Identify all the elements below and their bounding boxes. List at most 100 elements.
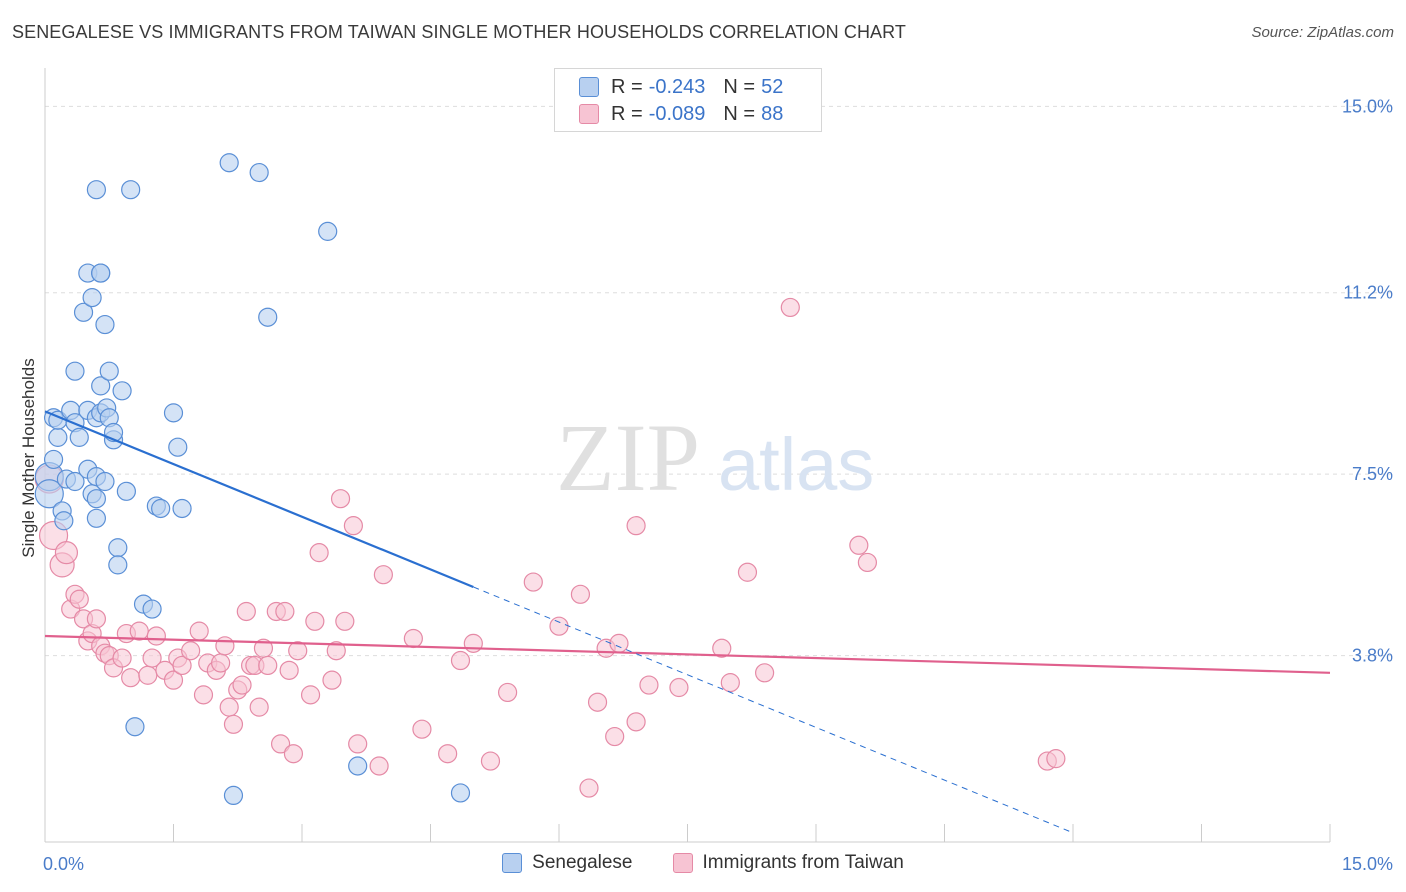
data-point-senegalese	[258, 307, 278, 327]
legend-r-label: R =	[611, 102, 643, 125]
data-point-taiwan	[279, 660, 299, 680]
series-senegalese-points	[34, 153, 471, 806]
legend-n-label: N =	[723, 102, 756, 125]
y-tick-label: 11.2%	[1343, 283, 1393, 303]
data-point-senegalese	[91, 263, 111, 283]
data-point-taiwan	[857, 552, 878, 573]
trend-line-senegalese-extrapolated	[473, 586, 1074, 834]
y-axis-title: Single Mother Households	[19, 358, 38, 557]
data-point-taiwan	[236, 601, 256, 622]
legend-swatch-taiwan	[579, 104, 599, 124]
data-point-senegalese	[223, 785, 244, 806]
data-point-taiwan	[69, 589, 89, 609]
data-point-senegalese	[69, 427, 89, 447]
data-point-senegalese	[121, 180, 141, 200]
axes	[44, 68, 1331, 843]
data-point-senegalese	[99, 361, 119, 381]
data-point-senegalese	[163, 403, 184, 423]
data-point-taiwan	[626, 712, 646, 732]
data-point-taiwan	[163, 670, 184, 690]
legend-label-taiwan: Immigrants from Taiwan	[702, 852, 904, 873]
data-point-taiwan	[412, 719, 432, 739]
trend-line-taiwan	[44, 634, 1331, 674]
data-point-taiwan	[215, 636, 235, 656]
chart-title: SENEGALESE VS IMMIGRANTS FROM TAIWAN SIN…	[12, 22, 907, 42]
data-point-senegalese	[65, 361, 85, 381]
legend-item-taiwan[interactable]: Immigrants from Taiwan	[672, 852, 904, 874]
data-point-taiwan	[270, 734, 291, 754]
data-point-senegalese	[34, 479, 64, 509]
data-point-taiwan	[181, 641, 201, 661]
data-point-taiwan	[343, 516, 363, 536]
data-point-taiwan	[189, 621, 209, 641]
data-point-taiwan	[223, 714, 244, 734]
legend-r-value: -0.243	[648, 75, 706, 98]
data-point-senegalese	[116, 481, 136, 501]
data-point-taiwan	[587, 692, 608, 712]
data-point-taiwan	[288, 641, 308, 661]
data-point-taiwan	[549, 616, 569, 636]
data-point-taiwan	[129, 621, 149, 641]
data-point-senegalese	[108, 538, 128, 558]
trend-lines	[44, 410, 1331, 834]
y-tick-labels: 3.8% 7.5% 11.2% 15.0%	[1342, 96, 1393, 665]
data-point-senegalese	[125, 717, 145, 737]
data-point-taiwan	[780, 297, 800, 318]
data-point-senegalese	[108, 555, 128, 575]
data-point-senegalese	[112, 381, 132, 401]
legend-row-taiwan: R = -0.089 N = 88	[579, 102, 783, 126]
data-point-taiwan	[348, 734, 368, 754]
x-tick-label-max: 15.0%	[1342, 854, 1393, 874]
data-point-taiwan	[570, 584, 591, 604]
data-point-taiwan	[669, 677, 689, 698]
legend-n-value: 88	[761, 102, 784, 125]
data-point-taiwan	[403, 628, 423, 649]
legend-n-value: 52	[761, 75, 784, 98]
data-point-senegalese	[86, 489, 107, 509]
data-point-senegalese	[73, 302, 94, 322]
data-point-senegalese	[318, 221, 338, 241]
data-point-taiwan	[373, 565, 393, 585]
data-point-taiwan	[275, 601, 295, 622]
data-point-taiwan	[258, 655, 278, 676]
data-point-senegalese	[48, 427, 68, 447]
legend-item-senegalese[interactable]: Senegalese	[502, 852, 633, 874]
watermark: ZIP atlas	[556, 404, 874, 511]
data-point-senegalese	[95, 314, 115, 335]
data-point-taiwan	[172, 655, 192, 676]
data-point-taiwan	[138, 665, 158, 685]
data-point-senegalese	[54, 511, 74, 531]
data-point-taiwan	[330, 489, 351, 509]
data-point-taiwan	[639, 675, 659, 695]
data-point-taiwan	[305, 611, 325, 631]
grid-lines	[45, 105, 1392, 657]
data-point-taiwan	[232, 675, 252, 695]
data-point-taiwan	[1046, 749, 1066, 769]
data-point-taiwan	[54, 541, 79, 565]
data-point-taiwan	[605, 726, 625, 747]
data-point-senegalese	[95, 471, 115, 492]
series-legend: Senegalese Immigrants from Taiwan	[0, 852, 1406, 874]
data-point-taiwan	[283, 744, 304, 764]
data-point-senegalese	[142, 599, 162, 619]
data-point-senegalese	[82, 288, 102, 308]
data-point-taiwan	[211, 653, 231, 673]
data-point-taiwan	[450, 650, 471, 671]
data-point-taiwan	[146, 626, 166, 646]
data-point-taiwan	[609, 633, 629, 653]
data-point-senegalese	[86, 508, 107, 528]
data-point-taiwan	[322, 670, 342, 690]
y-tick-label: 3.8%	[1352, 646, 1393, 666]
data-point-taiwan	[142, 648, 162, 668]
data-point-senegalese	[219, 153, 239, 173]
data-point-senegalese	[450, 783, 471, 803]
legend-swatch-senegalese	[579, 77, 599, 97]
data-point-taiwan	[369, 756, 389, 776]
data-point-taiwan	[249, 697, 269, 717]
data-point-taiwan	[335, 611, 355, 631]
stats-legend: R = -0.243 N = 52 R = -0.089 N = 88	[554, 68, 822, 132]
data-point-taiwan	[86, 609, 107, 629]
data-point-senegalese	[91, 376, 111, 396]
data-point-senegalese	[249, 162, 269, 183]
